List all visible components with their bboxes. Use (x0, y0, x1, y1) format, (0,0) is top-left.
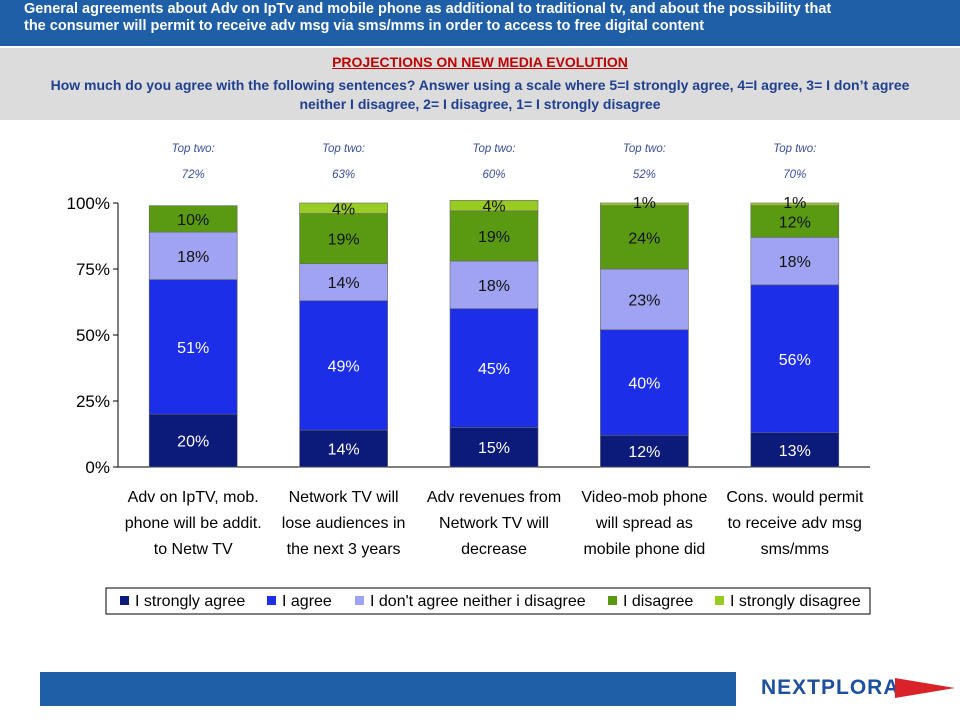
bar-segment (750, 237, 840, 286)
x-category-label: Adv revenues from (427, 489, 561, 506)
bar-data-label: 13% (779, 443, 811, 460)
question-text: How much do you agree with the following… (0, 76, 960, 114)
bar-data-label: 45% (478, 361, 510, 378)
bar-data-label: 51% (177, 340, 209, 357)
top-two-value: 72% (182, 169, 205, 181)
top-two-label: Top two: (773, 143, 816, 155)
bar-data-label: 24% (628, 230, 660, 247)
x-category-label: mobile phone did (583, 541, 705, 558)
bar-segment (299, 429, 388, 468)
top-two-label: Top two: (623, 143, 666, 155)
x-category-label: lose audiences in (282, 515, 406, 532)
bar-segment (449, 427, 539, 468)
legend-label: I don't agree neither i disagree (370, 593, 586, 610)
top-two-value: 70% (783, 169, 806, 181)
y-tick-label: 100% (67, 194, 110, 213)
y-tick-label: 0% (85, 458, 110, 477)
y-tick-label: 25% (76, 392, 110, 411)
stacked-bar-chart: 0% 25% 50% 75% 100% 20% 51% 18% 10% Top two: 72% Ad… (67, 143, 871, 615)
x-category-label: will spread as (595, 515, 693, 532)
y-tick-label: 75% (76, 260, 110, 279)
bar-data-label: 14% (328, 442, 360, 459)
logo-text: NEXTPLORA (761, 676, 900, 699)
bar-segment (299, 213, 388, 265)
top-two-label: Top two: (172, 143, 215, 155)
bar-data-label: 1% (633, 195, 656, 212)
question-line-1: How much do you agree with the following… (50, 77, 910, 93)
bar-data-label: 12% (779, 214, 811, 231)
bar-segment (600, 202, 689, 206)
legend-label: I agree (282, 593, 332, 610)
top-two-label: Top two: (472, 143, 515, 155)
x-category-label: Network TV will (439, 515, 549, 532)
legend-label: I strongly disagree (730, 593, 861, 610)
bar-segment (299, 202, 388, 214)
bar-data-label: 23% (628, 292, 660, 309)
bar-data-label: 15% (478, 440, 510, 457)
x-category-label: to receive adv msg (728, 515, 862, 532)
x-category-label: sms/mms (761, 541, 829, 558)
legend-label: I strongly agree (135, 593, 245, 610)
bar-segment (148, 413, 238, 468)
subtitle-band: PROJECTIONS ON NEW MEDIA EVOLUTION How m… (0, 48, 960, 120)
bar-data-label: 18% (478, 278, 510, 295)
legend-swatch (120, 596, 129, 605)
bar-segment (148, 279, 238, 415)
bar-segment (750, 205, 840, 238)
bar-segment (449, 200, 539, 212)
legend-swatch (608, 596, 617, 605)
legend-label: I disagree (623, 593, 693, 610)
bar-segment (148, 205, 238, 233)
section-title: PROJECTIONS ON NEW MEDIA EVOLUTION (332, 54, 628, 70)
bar-data-label: 4% (332, 201, 355, 218)
x-category-label: to Netw TV (154, 541, 233, 558)
legend-swatch (715, 596, 724, 605)
bar-data-label: 56% (779, 352, 811, 369)
bar-data-label: 40% (628, 376, 660, 393)
bar-segment (750, 202, 840, 206)
footer-bar (40, 672, 736, 706)
bar-segment (449, 308, 539, 428)
bar-data-label: 19% (478, 229, 510, 246)
bar-segment (750, 432, 840, 468)
header-line-1: General agreements about Adv on IpTv and… (24, 1, 832, 17)
bar-data-label: 19% (328, 232, 360, 249)
bar-segment (299, 263, 388, 301)
top-two-value: 60% (482, 169, 505, 181)
bar-data-label: 10% (177, 212, 209, 229)
header-line-2: the consumer will permit to receive adv … (24, 18, 705, 34)
bar-data-label: 49% (328, 358, 360, 375)
bar-data-label: 14% (328, 275, 360, 292)
bar-segment (148, 231, 238, 280)
bar-segment (750, 284, 840, 433)
top-two-value: 52% (633, 169, 656, 181)
logo-swoosh-icon (895, 678, 955, 698)
bar-segment (600, 435, 689, 468)
legend-swatch (355, 596, 364, 605)
x-category-label: phone will be addit. (125, 515, 262, 532)
x-category-label: Adv on IpTV, mob. (128, 489, 259, 506)
x-category-label: Video-mob phone (581, 489, 707, 506)
top-two-value: 63% (332, 169, 355, 181)
bar-data-label: 12% (628, 444, 660, 461)
nextplora-logo: NEXTPLORA (755, 672, 955, 706)
bar-data-label: 18% (177, 249, 209, 266)
legend-box (105, 587, 871, 615)
x-category-label: decrease (461, 541, 527, 558)
header-banner: General agreements about Adv on IpTv and… (0, 0, 960, 46)
bar-data-label: 20% (177, 434, 209, 451)
bar-segment (600, 329, 689, 436)
x-category-label: the next 3 years (287, 541, 401, 558)
bar-data-label: 1% (783, 195, 806, 212)
top-two-label: Top two: (322, 143, 365, 155)
x-category-label: Network TV will (289, 489, 399, 506)
bar-data-label: 4% (482, 199, 505, 216)
bar-segment (600, 205, 689, 270)
legend-swatch (267, 596, 276, 605)
y-tick-label: 50% (76, 326, 110, 345)
question-line-2: neither I disagree, 2= I disagree, 1= I … (299, 96, 661, 112)
x-category-label: Cons. would permit (726, 489, 864, 506)
bar-segment (600, 268, 689, 331)
bar-data-label: 18% (779, 254, 811, 271)
